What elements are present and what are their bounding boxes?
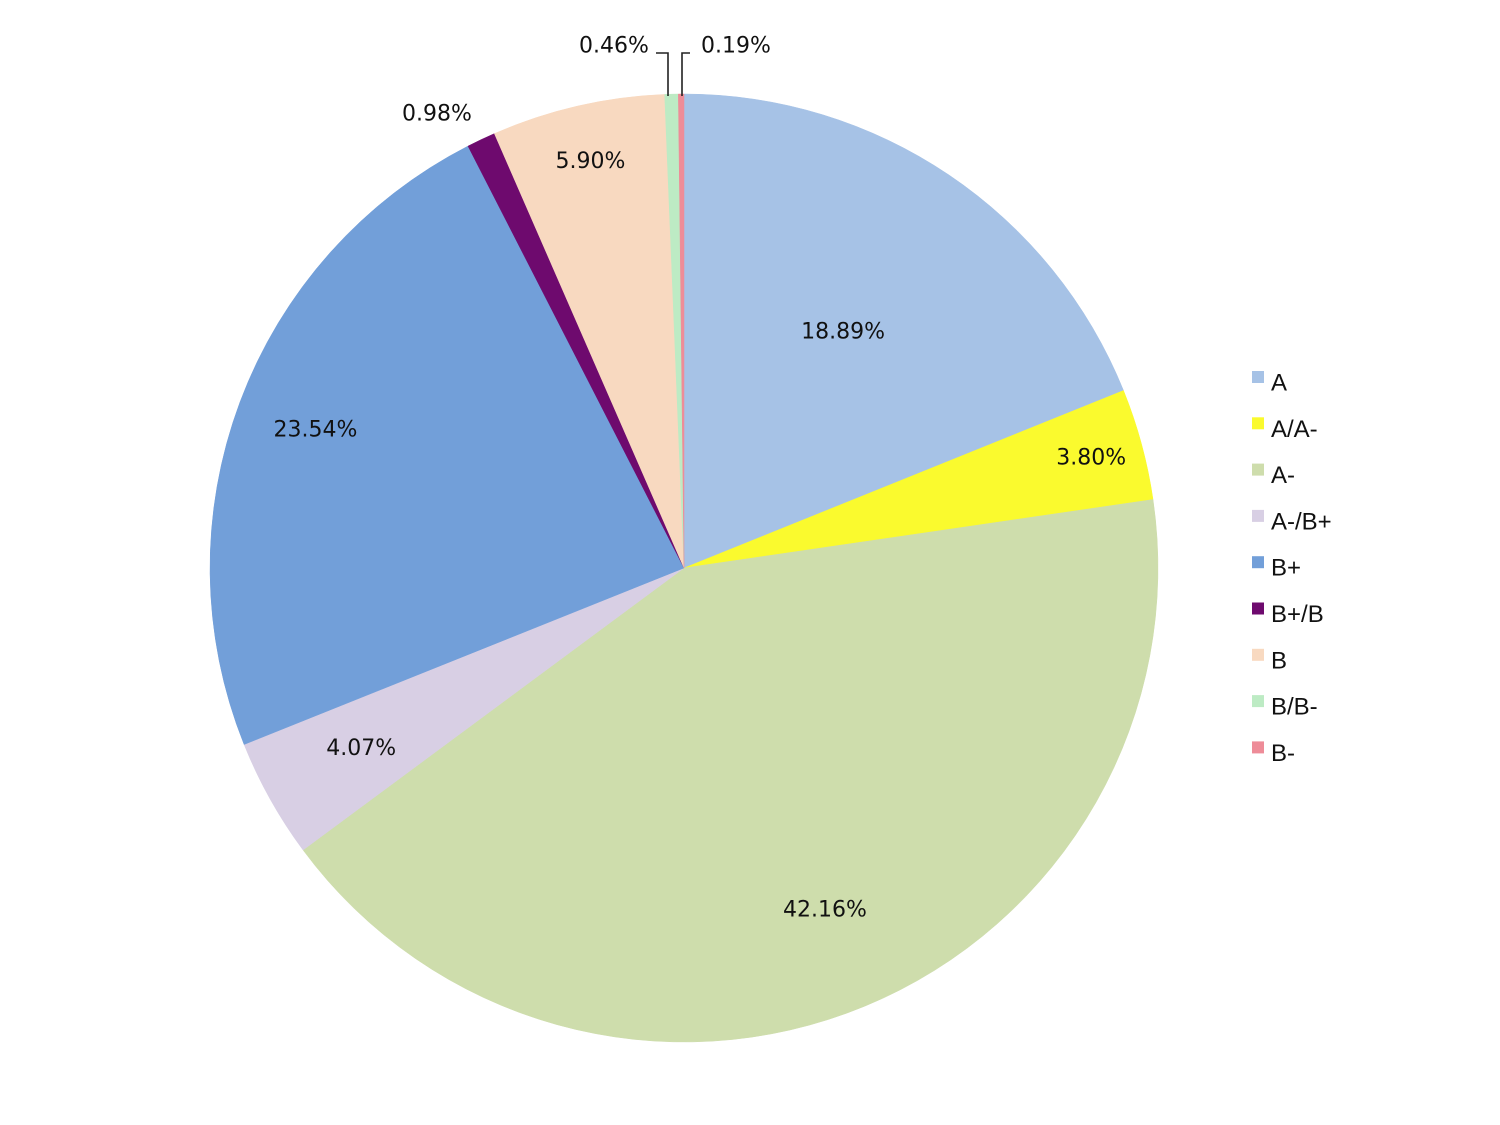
- leader-line: [656, 52, 669, 96]
- legend-label: B: [1271, 647, 1287, 674]
- legend-swatch: [1252, 509, 1264, 522]
- legend-label: B/B-: [1271, 694, 1318, 721]
- legend: A A/A- A- A-/B+ B+ B+/B B B/B- B-: [1252, 370, 1332, 767]
- leader-lines: [656, 52, 690, 96]
- legend-swatch: [1252, 648, 1264, 661]
- legend-label: A-/B+: [1271, 508, 1332, 535]
- data-label: 4.07%: [326, 736, 396, 761]
- data-label: 5.90%: [555, 149, 625, 174]
- data-label: 0.98%: [402, 102, 472, 127]
- pie-slice-b: [494, 94, 685, 569]
- legend-label: B+/B: [1271, 601, 1324, 628]
- legend-label: A-: [1271, 462, 1295, 489]
- legend-label: A: [1271, 370, 1287, 397]
- legend-swatch: [1252, 371, 1264, 383]
- pie-slices: [209, 93, 1159, 1043]
- pie-slice-b: [209, 145, 685, 745]
- leader-line: [681, 52, 690, 96]
- data-label: 23.54%: [274, 418, 358, 443]
- data-label: 0.46%: [579, 34, 649, 59]
- data-label: 3.80%: [1056, 445, 1126, 470]
- pie-slice-a: [302, 499, 1159, 1043]
- pie-slice-a: [683, 93, 1124, 569]
- data-labels: 18.89% 3.80% 42.16% 4.07% 23.54% 0.98% 5.90% 0.…: [274, 34, 1127, 923]
- legend-swatch: [1252, 602, 1264, 615]
- legend-swatch: [1252, 463, 1264, 476]
- legend-label: A/A-: [1271, 416, 1318, 443]
- legend-swatch: [1252, 741, 1264, 754]
- legend-label: B-: [1271, 740, 1295, 767]
- data-label: 18.89%: [801, 320, 885, 345]
- pie-slice-b: [678, 93, 685, 569]
- legend-swatch: [1252, 417, 1264, 430]
- data-label: 42.16%: [783, 897, 867, 922]
- data-label: 0.19%: [701, 34, 771, 59]
- legend-label: B+: [1271, 555, 1301, 582]
- legend-swatch: [1252, 556, 1264, 569]
- legend-swatch: [1252, 695, 1264, 708]
